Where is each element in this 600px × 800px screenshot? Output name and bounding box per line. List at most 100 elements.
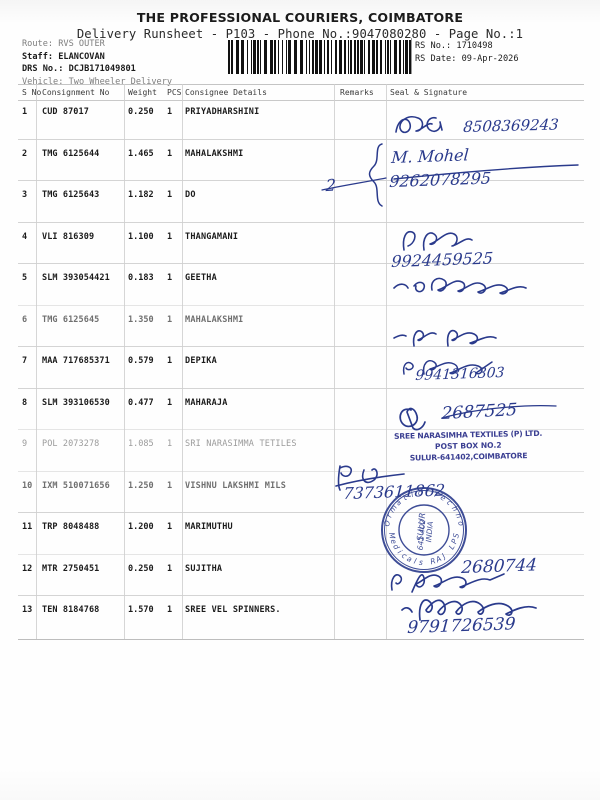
cell-s-no: 9 bbox=[22, 439, 28, 449]
column-header-weight: Weight bbox=[128, 88, 157, 97]
cell-consignee-details: VISHNU LAKSHMI MILS bbox=[185, 480, 287, 491]
svg-text:a: a bbox=[405, 554, 414, 564]
svg-text:i: i bbox=[410, 490, 416, 499]
staff-value: ELANCOVAN bbox=[58, 51, 105, 62]
table-column-divider bbox=[386, 84, 387, 639]
table-rule bbox=[18, 304, 584, 306]
vehicle-row: Vehicle: Two Wheeler Delivery bbox=[22, 76, 172, 89]
column-header-remarks: Remarks bbox=[340, 88, 374, 97]
staff-label: Staff: bbox=[22, 51, 54, 62]
cell-weight: 0.477 bbox=[128, 397, 154, 408]
cell-pcs: 1 bbox=[167, 231, 173, 242]
table-rule bbox=[18, 138, 584, 140]
cell-consignee-details: THANGAMANI bbox=[185, 231, 239, 242]
svg-text:S: S bbox=[451, 532, 461, 538]
svg-text:SULUR: SULUR bbox=[416, 512, 428, 541]
cell-pcs: 1 bbox=[167, 356, 173, 366]
cell-pcs: 1 bbox=[167, 273, 173, 283]
rs-meta-block: RS No.: 1710498 RS Date: 09-Apr-2026 bbox=[415, 40, 519, 65]
table-rule bbox=[18, 84, 584, 85]
svg-text:t: t bbox=[401, 493, 409, 503]
cell-s-no: 6 bbox=[22, 314, 28, 325]
svg-text:c: c bbox=[445, 498, 455, 508]
cell-s-no: 13 bbox=[22, 605, 33, 615]
cell-pcs: 1 bbox=[167, 397, 173, 408]
cell-pcs: 1 bbox=[167, 605, 173, 615]
cell-s-no: 7 bbox=[22, 356, 28, 366]
handwritten-underline-1 bbox=[392, 163, 582, 187]
cell-pcs: 1 bbox=[167, 190, 173, 200]
cell-pcs: 1 bbox=[167, 314, 173, 325]
rs-no-row: RS No.: 1710498 bbox=[415, 40, 519, 53]
stamp-line-3: SULUR-641402,COIMBATORE bbox=[409, 451, 528, 463]
cell-pcs: 1 bbox=[167, 107, 173, 117]
svg-text:P: P bbox=[449, 537, 459, 545]
column-header-seal-signature: Seal & Signature bbox=[390, 88, 468, 97]
cell-s-no: 5 bbox=[22, 273, 28, 283]
cell-s-no: 11 bbox=[22, 522, 33, 532]
signature-raj-g bbox=[392, 112, 454, 138]
svg-text:641 402: 641 402 bbox=[416, 519, 428, 551]
rs-date-label: RS Date: bbox=[415, 53, 457, 64]
signature-mark-row-12 bbox=[388, 568, 508, 594]
svg-text:R: R bbox=[429, 556, 436, 566]
cell-consignee-details: PRIYADHARSHINI bbox=[185, 107, 260, 117]
column-header-consignee-details: Consignee Details bbox=[185, 88, 267, 97]
rs-date-value: 09-Apr-2026 bbox=[461, 53, 519, 64]
cell-weight: 0.250 bbox=[128, 563, 154, 574]
svg-text:i: i bbox=[396, 548, 405, 556]
table-rule bbox=[18, 595, 584, 596]
vehicle-value: Two Wheeler Delivery bbox=[68, 76, 173, 87]
cell-consignment-no: CUD 87017 bbox=[42, 107, 89, 117]
cell-consignment-no: VLI 816309 bbox=[42, 231, 95, 242]
rubber-stamp-textiles: SREE NARASIMHA TEXTILES (P) LTD. POST BOX… bbox=[388, 429, 549, 463]
table-rule bbox=[18, 221, 584, 223]
handwritten-phone-7: 2680744 bbox=[460, 555, 538, 579]
table-column-divider bbox=[182, 84, 183, 639]
svg-text:c: c bbox=[400, 551, 409, 561]
cell-consignee-details: SRI NARASIMMA TETILES bbox=[185, 439, 297, 449]
cell-weight: 1.570 bbox=[128, 605, 154, 615]
column-header-consignment-no: Consignment No bbox=[42, 88, 110, 97]
cell-s-no: 3 bbox=[22, 190, 28, 200]
cell-s-no: 2 bbox=[22, 148, 28, 159]
cell-consignment-no: POL 2073278 bbox=[42, 439, 100, 449]
svg-text:L: L bbox=[447, 543, 457, 551]
table-rule bbox=[18, 100, 584, 101]
drs-row: DRS No.: DCJB171049801 bbox=[22, 63, 172, 76]
cell-consignee-details: GEETHA bbox=[185, 273, 217, 283]
stamp-line-2: POST BOX NO.2 bbox=[434, 440, 502, 452]
cell-weight: 1.200 bbox=[128, 522, 154, 532]
handwritten-phone-5: 2687525 bbox=[440, 400, 518, 425]
vehicle-label: Vehicle: bbox=[22, 76, 64, 87]
cell-s-no: 12 bbox=[22, 563, 33, 574]
handwritten-phone-8: 9791726539 bbox=[406, 614, 517, 639]
table-column-divider bbox=[334, 84, 335, 639]
drs-value: DCJB171049801 bbox=[68, 64, 136, 75]
table-rule bbox=[18, 346, 584, 347]
column-header-s-no: S No bbox=[22, 88, 42, 97]
cell-consignment-no: TMG 6125643 bbox=[42, 190, 100, 200]
handwritten-phone-6: 7373611862 bbox=[342, 480, 446, 504]
svg-text:o: o bbox=[456, 520, 466, 526]
cell-consignment-no: SLM 393054421 bbox=[42, 273, 110, 283]
handwritten-strike-2 bbox=[440, 402, 560, 422]
cell-consignee-details: MAHALAKSHMI bbox=[185, 314, 244, 325]
table-rule bbox=[18, 470, 584, 472]
cell-weight: 0.250 bbox=[128, 107, 154, 117]
page-title: THE PROFESSIONAL COURIERS, COIMBATORE bbox=[136, 10, 464, 25]
cell-weight: 0.579 bbox=[128, 356, 154, 366]
cell-consignment-no: TEN 8184768 bbox=[42, 605, 100, 615]
cell-weight: 0.183 bbox=[128, 273, 154, 283]
table-rule bbox=[18, 180, 584, 181]
svg-text:INDIA: INDIA bbox=[424, 521, 435, 543]
svg-text:s: s bbox=[419, 558, 424, 567]
table-rule bbox=[18, 429, 584, 430]
cell-s-no: 1 bbox=[22, 107, 28, 117]
cell-pcs: 1 bbox=[167, 480, 173, 491]
table-rule bbox=[18, 638, 584, 640]
signature-bo-c-punosh bbox=[392, 274, 532, 298]
svg-text:a: a bbox=[394, 497, 404, 507]
